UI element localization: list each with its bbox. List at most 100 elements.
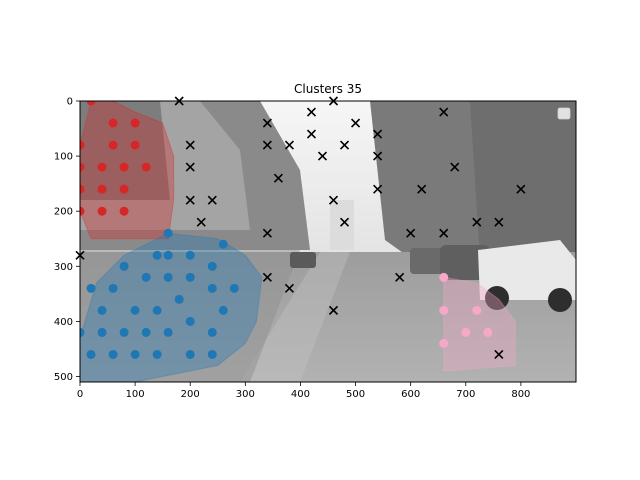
noise-point-marker	[373, 184, 383, 194]
red-cluster-point	[130, 140, 140, 150]
blue-cluster-point	[207, 283, 217, 293]
blue-cluster-point	[80, 327, 85, 337]
blue-cluster-point	[163, 228, 173, 238]
pink-cluster-point	[439, 305, 449, 315]
y-tick-label: 200	[54, 207, 73, 218]
red-cluster-point	[80, 206, 85, 216]
noise-point-marker	[306, 129, 317, 139]
noise-point-marker	[207, 195, 217, 205]
red-cluster-point	[108, 140, 118, 150]
red-cluster-point	[119, 162, 129, 172]
noise-point-marker	[439, 107, 449, 117]
blue-cluster-point	[207, 327, 217, 337]
legend-box	[557, 107, 571, 120]
blue-cluster-point	[97, 327, 107, 337]
blue-cluster-point	[108, 283, 118, 293]
cluster-points	[80, 101, 493, 359]
red-cluster-point	[97, 162, 107, 172]
blue-cluster-point	[108, 349, 118, 359]
pink-cluster-point	[461, 327, 471, 337]
red-cluster-point	[80, 162, 85, 172]
pink-cluster-point	[439, 272, 449, 282]
noise-point-marker	[450, 162, 460, 172]
noise-point-marker	[339, 217, 350, 227]
red-cluster-point	[119, 184, 129, 194]
y-tick-label: 300	[54, 262, 73, 273]
blue-cluster-point	[185, 349, 195, 359]
blue-cluster-point	[185, 272, 195, 282]
pink-cluster-point	[483, 327, 493, 337]
blue-cluster-point	[86, 349, 96, 359]
noise-point-marker	[328, 195, 339, 205]
noise-point-marker	[262, 118, 272, 128]
x-tick-label: 300	[236, 389, 255, 400]
blue-cluster-point	[163, 327, 173, 337]
red-cluster-point	[141, 162, 151, 172]
x-tick-label: 800	[511, 389, 530, 400]
red-cluster-point	[80, 184, 85, 194]
plot-frame	[79, 100, 577, 383]
noise-point-marker	[439, 228, 449, 238]
pink-cluster-hull	[443, 276, 516, 372]
x-tick-label: 400	[291, 389, 310, 400]
blue-cluster-point	[119, 261, 129, 271]
noise-point-marker	[262, 228, 272, 238]
noise-point-marker	[417, 184, 427, 194]
pink-cluster-point	[439, 338, 449, 348]
y-tick-label: 100	[54, 152, 73, 163]
noise-point-marker	[284, 140, 294, 150]
noise-point-marker	[406, 228, 416, 238]
red-cluster-point	[97, 184, 107, 194]
noise-point-marker	[373, 151, 383, 161]
blue-cluster-point	[163, 250, 173, 260]
blue-cluster-point	[185, 316, 195, 326]
noise-point-marker	[185, 195, 195, 205]
blue-cluster-point	[130, 349, 140, 359]
blue-cluster-point	[141, 327, 151, 337]
noise-point-marker	[494, 349, 504, 360]
x-tick-label: 500	[346, 389, 365, 400]
blue-cluster-point	[218, 239, 228, 249]
red-cluster-point	[80, 140, 85, 150]
blue-cluster-point	[218, 305, 228, 315]
x-axis: 0 100 200 300 400 500 600 700 800	[77, 382, 530, 400]
y-tick-label: 0	[67, 97, 73, 108]
noise-point-marker	[494, 217, 504, 227]
x-tick-label: 700	[456, 389, 475, 400]
x-tick-label: 100	[126, 389, 145, 400]
blue-cluster-point	[207, 349, 217, 359]
noise-point-marker	[185, 140, 195, 150]
noise-point-marker	[306, 107, 317, 117]
noise-point-marker	[328, 305, 339, 315]
noise-point-marker	[472, 217, 482, 227]
blue-cluster-point	[141, 272, 151, 282]
x-tick-label: 200	[181, 389, 200, 400]
y-tick-label: 400	[54, 317, 73, 328]
x-tick-label: 0	[77, 389, 83, 400]
red-cluster-point	[130, 118, 140, 128]
red-cluster-point	[86, 101, 96, 106]
noise-point-marker	[262, 140, 272, 150]
blue-cluster-point	[97, 305, 107, 315]
background-photo	[80, 101, 576, 382]
blue-cluster-point	[86, 283, 96, 293]
noise-point-marker	[196, 217, 206, 227]
noise-point-marker	[516, 184, 526, 194]
x-tick-label: 600	[401, 389, 420, 400]
blue-cluster-point	[207, 261, 217, 271]
blue-cluster-point	[185, 250, 195, 260]
chart-title: Clusters 35	[294, 82, 362, 96]
y-axis: 0 100 200 300 400 500	[54, 97, 80, 383]
blue-cluster-point	[163, 272, 173, 282]
blue-cluster-point	[174, 294, 184, 304]
noise-points	[75, 96, 526, 360]
red-cluster-point	[108, 118, 118, 128]
red-cluster-point	[119, 206, 129, 216]
noise-point-marker	[317, 151, 328, 161]
blue-cluster-point	[152, 305, 162, 315]
noise-point-marker	[350, 118, 361, 128]
blue-cluster-point	[119, 327, 129, 337]
y-tick-label: 500	[54, 372, 73, 383]
pink-cluster-point	[472, 305, 482, 315]
